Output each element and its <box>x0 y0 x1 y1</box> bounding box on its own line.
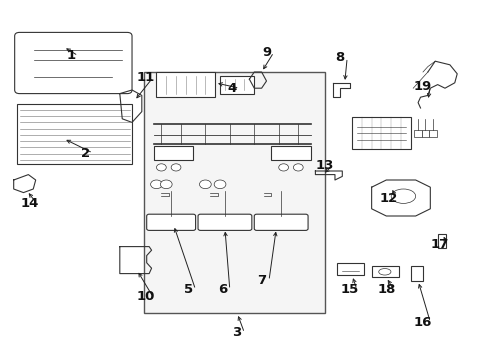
Bar <box>437 234 446 248</box>
Text: 16: 16 <box>413 316 431 329</box>
Text: 10: 10 <box>136 291 155 303</box>
Bar <box>371 266 398 277</box>
Circle shape <box>156 164 166 171</box>
Text: 17: 17 <box>430 238 448 251</box>
Bar <box>220 76 254 94</box>
Text: 15: 15 <box>340 283 358 296</box>
Bar <box>413 130 421 137</box>
Circle shape <box>278 164 288 171</box>
Circle shape <box>171 164 181 171</box>
Text: 12: 12 <box>379 192 397 204</box>
Text: 2: 2 <box>81 147 90 159</box>
Ellipse shape <box>378 269 390 275</box>
Circle shape <box>293 164 303 171</box>
Bar <box>271 146 310 160</box>
Text: 13: 13 <box>315 159 334 172</box>
Circle shape <box>150 180 162 189</box>
Bar <box>156 72 215 97</box>
Text: 11: 11 <box>136 71 155 84</box>
FancyBboxPatch shape <box>254 214 307 230</box>
Text: 5: 5 <box>183 283 192 296</box>
FancyBboxPatch shape <box>198 214 251 230</box>
Text: 18: 18 <box>376 283 395 296</box>
Circle shape <box>214 180 225 189</box>
Bar <box>351 117 410 149</box>
Text: 1: 1 <box>66 49 75 62</box>
Text: 19: 19 <box>413 80 431 93</box>
Bar <box>144 72 325 313</box>
Text: 4: 4 <box>227 82 236 95</box>
Bar <box>154 146 193 160</box>
Text: 9: 9 <box>262 46 270 59</box>
Bar <box>17 104 132 164</box>
Text: 3: 3 <box>232 327 241 339</box>
Bar <box>421 130 428 137</box>
Text: 6: 6 <box>218 283 226 296</box>
Circle shape <box>160 180 172 189</box>
FancyBboxPatch shape <box>146 214 195 230</box>
Bar <box>410 266 422 281</box>
Circle shape <box>199 180 211 189</box>
Text: 14: 14 <box>20 197 39 210</box>
Bar <box>337 263 364 275</box>
FancyBboxPatch shape <box>15 32 132 94</box>
Bar <box>428 130 436 137</box>
Text: 7: 7 <box>257 274 265 287</box>
Ellipse shape <box>390 189 415 203</box>
Text: 8: 8 <box>335 51 344 64</box>
